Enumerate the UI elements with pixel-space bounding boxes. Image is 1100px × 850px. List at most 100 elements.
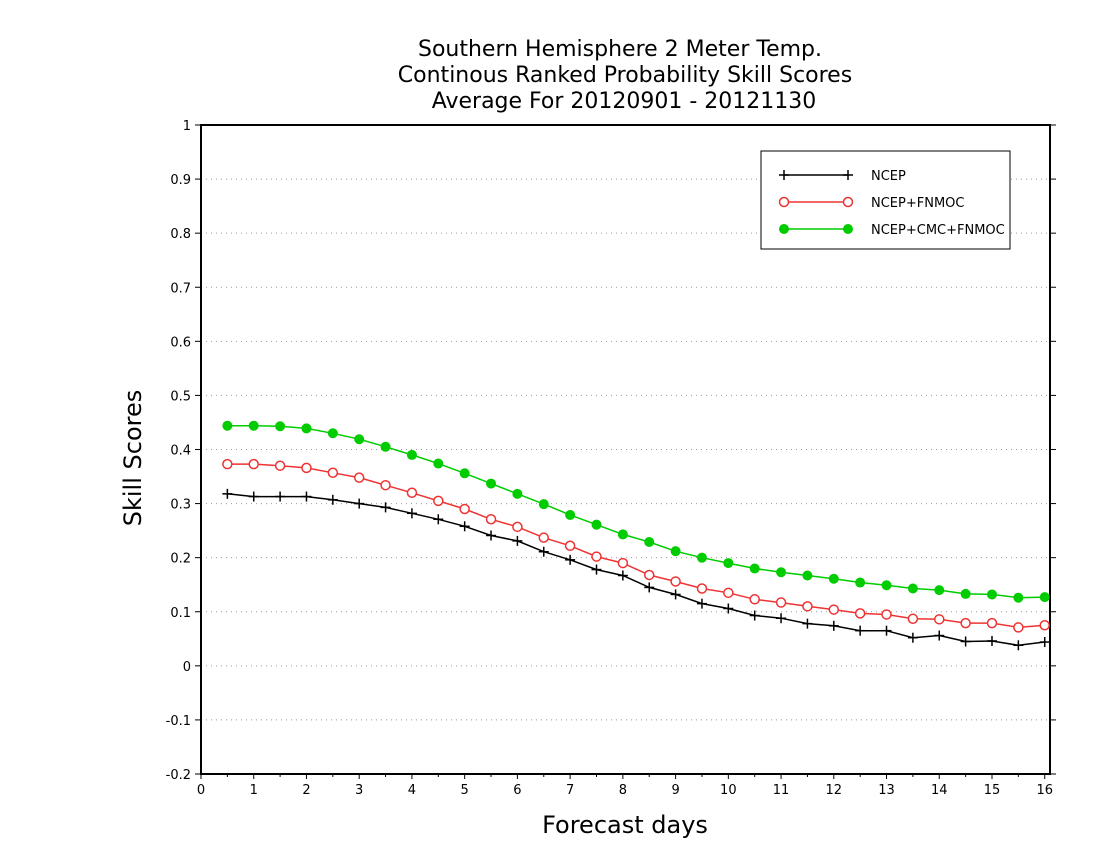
x-tick-label: 0 <box>197 783 205 798</box>
series-2 <box>222 420 1050 603</box>
data-point <box>960 617 971 629</box>
data-point <box>353 472 365 483</box>
legend-box <box>760 150 1011 250</box>
data-point <box>644 536 655 547</box>
data-point <box>1013 640 1024 651</box>
x-tick-label: 6 <box>513 783 521 798</box>
data-point <box>222 458 233 470</box>
x-axis-label: Forecast days <box>542 811 708 839</box>
y-axis-label: Skill Scores <box>119 390 147 527</box>
data-point <box>670 576 681 587</box>
data-point <box>512 521 523 533</box>
data-point <box>459 521 470 532</box>
data-point <box>222 488 233 499</box>
data-point <box>907 613 919 625</box>
x-tick-label: 5 <box>461 783 469 798</box>
legend-item-0: NCEP <box>779 169 906 184</box>
data-point <box>802 601 813 612</box>
data-point <box>986 589 997 600</box>
grid <box>201 178 1050 721</box>
data-point <box>670 546 681 557</box>
data-point <box>406 449 417 460</box>
data-point <box>723 558 734 569</box>
x-tick-label: 1 <box>250 783 258 798</box>
y-tick-label: 0.8 <box>170 227 191 242</box>
data-point <box>538 532 550 543</box>
data-point <box>960 636 971 647</box>
y-tick-label: 0.4 <box>170 444 191 459</box>
x-tick-label: 16 <box>1036 783 1053 798</box>
data-point <box>301 462 312 474</box>
legend-marker <box>779 224 789 234</box>
data-point <box>776 613 787 624</box>
title-line-3: Average For 20120901 - 20121130 <box>432 89 817 114</box>
data-point <box>301 423 312 434</box>
data-point <box>380 441 391 452</box>
axes: -0.2-0.100.10.20.30.40.50.60.70.80.910 1 2… <box>166 119 1056 798</box>
data-point <box>591 551 602 562</box>
data-point <box>354 434 365 445</box>
data-point <box>617 557 629 569</box>
data-point <box>433 495 444 507</box>
y-tick-label: 1 <box>183 119 191 134</box>
legend-label: NCEP+FNMOC <box>871 196 964 211</box>
data-point <box>486 478 497 489</box>
legend-item-1: NCEP+FNMOC <box>778 196 964 211</box>
y-tick-label: 0.9 <box>170 173 191 188</box>
data-point <box>512 535 523 546</box>
data-point <box>433 458 444 469</box>
legend-item-2: NCEP+CMC+FNMOC <box>779 223 1005 238</box>
y-tick-label: -0.2 <box>166 768 191 783</box>
data-point <box>881 625 892 636</box>
data-point <box>380 479 391 491</box>
x-tick-label: 4 <box>408 783 416 798</box>
data-point <box>934 585 945 596</box>
series-0 <box>222 488 1050 651</box>
legend-label: NCEP <box>871 169 906 184</box>
legend-marker <box>842 196 854 208</box>
data-point <box>934 630 945 641</box>
data-point <box>854 608 866 619</box>
data-point <box>327 467 339 479</box>
y-tick-label: 0.5 <box>170 389 191 404</box>
data-point <box>986 635 997 646</box>
title-line-2: Continous Ranked Probability Skill Score… <box>398 63 852 88</box>
data-point <box>855 625 866 636</box>
data-point <box>696 552 707 563</box>
data-point <box>1013 592 1024 603</box>
data-point <box>248 458 259 470</box>
y-tick-label: 0.2 <box>170 552 191 567</box>
data-point <box>406 508 417 519</box>
data-point <box>591 519 602 530</box>
data-point <box>1039 592 1050 603</box>
y-tick-label: 0 <box>183 660 191 675</box>
data-point <box>1039 637 1050 648</box>
data-point <box>1013 622 1024 633</box>
data-point <box>459 503 470 515</box>
x-tick-label: 3 <box>355 783 363 798</box>
data-point <box>802 570 813 581</box>
data-point <box>564 540 576 552</box>
data-point <box>828 604 840 615</box>
data-point <box>828 620 839 631</box>
x-tick-label: 8 <box>619 783 627 798</box>
data-point <box>459 468 470 479</box>
data-point <box>1039 620 1050 631</box>
x-tick-label: 9 <box>671 783 679 798</box>
data-point <box>881 609 892 620</box>
plot-series <box>222 420 1050 651</box>
x-tick-label: 2 <box>302 783 310 798</box>
data-point <box>538 499 549 510</box>
data-point <box>828 573 839 584</box>
data-point <box>274 460 286 471</box>
data-point <box>354 498 365 509</box>
legend-marker <box>779 170 789 180</box>
data-point <box>248 420 259 431</box>
data-point <box>406 487 418 499</box>
x-tick-label: 15 <box>984 783 1001 798</box>
y-tick-label: 0.3 <box>170 498 191 513</box>
x-tick-label: 12 <box>826 783 843 798</box>
data-point <box>565 509 576 520</box>
data-point <box>275 421 286 432</box>
data-point <box>960 588 971 599</box>
